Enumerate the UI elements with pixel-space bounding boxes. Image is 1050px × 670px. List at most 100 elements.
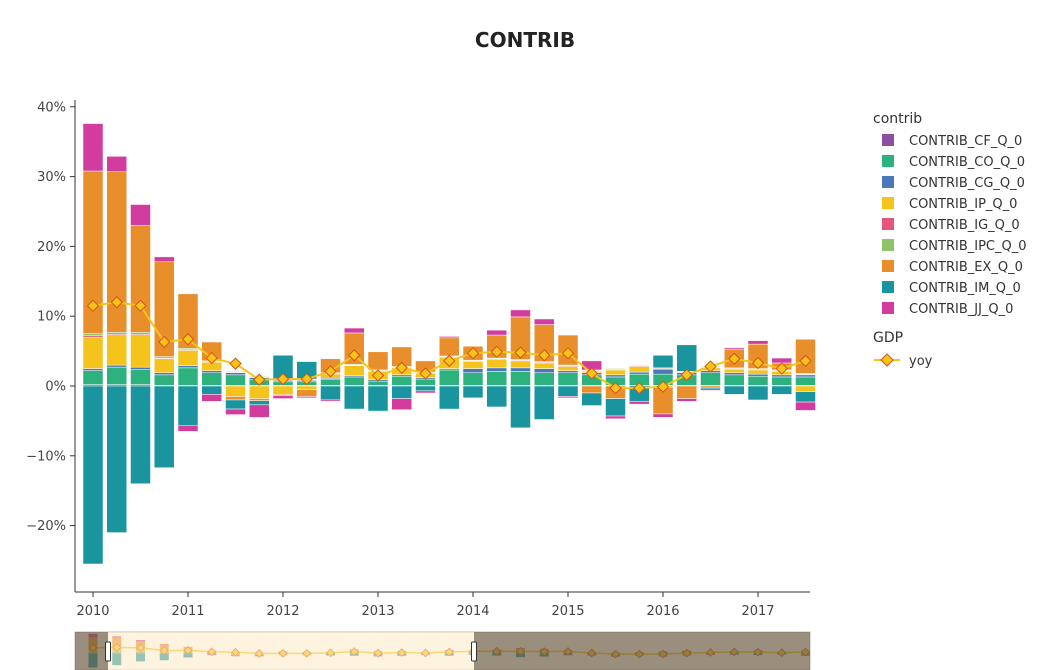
y-tick-label: 10% [37, 310, 66, 325]
legend-swatch-CONTRIB_CG_Q_0[interactable] [882, 176, 894, 188]
bars-layer [82, 123, 816, 565]
bar-CONTRIB_JJ_Q_0-2013Q3 [415, 390, 436, 394]
x-tick-label: 2012 [266, 604, 299, 619]
bar-CONTRIB_JJ_Q_0-2017Q1 [747, 340, 769, 345]
legend-swatch-CONTRIB_CF_Q_0[interactable] [882, 134, 894, 146]
bar-CONTRIB_IM_Q_0-2015Q2 [581, 392, 602, 406]
bar-CONTRIB_CO_Q_0-2017Q1 [747, 375, 769, 386]
bar-CONTRIB_IP_Q_0-2011Q3 [225, 385, 246, 397]
legend-swatch-CONTRIB_EX_Q_0[interactable] [882, 260, 894, 272]
bar-CONTRIB_CO_Q_0-2016Q4 [724, 374, 745, 386]
bar-CONTRIB_JJ_Q_0-2015Q1 [557, 396, 579, 399]
yoy-marker-2010Q2 [110, 296, 123, 309]
bar-CONTRIB_IM_Q_0-2016Q4 [724, 385, 745, 395]
legend-swatch-CONTRIB_IPC_Q_0[interactable] [882, 239, 894, 251]
legend-item-CONTRIB_EX_Q_0[interactable]: CONTRIB_EX_Q_0 [909, 260, 1023, 275]
bar-CONTRIB_IM_Q_0-2016Q2 [676, 344, 697, 372]
y-tick-label: 20% [37, 240, 66, 255]
bar-CONTRIB_CG_Q_0-2011Q2 [201, 370, 222, 373]
chart-title: CONTRIB [474, 28, 576, 52]
yoy-marker-2017Q1 [751, 356, 765, 370]
bar-CONTRIB_CO_Q_0-2010Q2 [106, 366, 127, 385]
x-tick-label: 2011 [171, 604, 204, 619]
bar-CONTRIB_CG_Q_0-2011Q3 [225, 372, 246, 376]
bar-CONTRIB_IP_Q_0-2012Q4 [344, 365, 365, 376]
legend-item-CONTRIB_CG_Q_0[interactable]: CONTRIB_CG_Q_0 [909, 176, 1025, 191]
bar-CONTRIB_CO_Q_0-2011Q2 [201, 372, 222, 386]
bar-CONTRIB_CG_Q_0-2015Q3 [605, 374, 626, 378]
yoy-marker-2015Q2 [585, 367, 598, 380]
range-slider-handle-right[interactable] [471, 641, 477, 662]
legend-swatch-CONTRIB_IG_Q_0[interactable] [882, 218, 894, 230]
y-tick-label: 40% [37, 100, 66, 115]
bar-CONTRIB_JJ_Q_0-2012Q4 [344, 327, 365, 334]
range-slider-window[interactable] [108, 632, 474, 670]
bar-CONTRIB_JJ_Q_0-2011Q3 [225, 408, 246, 415]
bar-CONTRIB_JJ_Q_0-2012Q1 [272, 395, 294, 399]
bar-CONTRIB_CG_Q_0-2010Q1 [82, 368, 104, 371]
yoy-marker-2013Q3 [419, 367, 432, 380]
bar-CONTRIB_EX_Q_0-2011Q1 [177, 293, 199, 349]
bar-CONTRIB_IM_Q_0-2017Q1 [747, 385, 769, 401]
x-tick-label: 2016 [646, 604, 679, 619]
bar-CONTRIB_CO_Q_0-2013Q1 [367, 380, 389, 386]
bar-CONTRIB_CG_Q_0-2015Q1 [557, 370, 579, 373]
bar-CONTRIB_JJ_Q_0-2016Q3 [700, 389, 721, 392]
yoy-marker-2015Q1 [561, 346, 575, 360]
bar-CONTRIB_CG_Q_0-2011Q1 [177, 365, 199, 369]
yoy-marker-2012Q4 [348, 349, 361, 362]
bar-CONTRIB_CG_Q_0-2014Q3 [510, 367, 531, 372]
legend-item-CONTRIB_IM_Q_0[interactable]: CONTRIB_IM_Q_0 [909, 281, 1021, 296]
bar-CONTRIB_EX_Q_0-2013Q4 [439, 337, 460, 357]
bar-CONTRIB_JJ_Q_0-2015Q3 [605, 415, 626, 420]
bar-CONTRIB_CG_Q_0-2017Q1 [747, 373, 769, 377]
yoy-marker-2017Q2 [775, 362, 788, 375]
bar-CONTRIB_IP_Q_0-2016Q4 [724, 368, 745, 373]
bar-CONTRIB_IP_Q_0-2010Q4 [154, 358, 175, 373]
legend-item-CONTRIB_IPC_Q_0[interactable]: CONTRIB_IPC_Q_0 [909, 239, 1027, 254]
legend-swatch-yoy-marker[interactable] [880, 353, 894, 367]
bar-CONTRIB_JJ_Q_0-2014Q2 [486, 329, 507, 336]
legend-item-CONTRIB_IP_Q_0[interactable]: CONTRIB_IP_Q_0 [909, 197, 1017, 212]
bar-CONTRIB_EX_Q_0-2016Q2 [676, 385, 697, 399]
bar-CONTRIB_JJ_Q_0-2016Q4 [724, 347, 745, 350]
range-slider-handle-left[interactable] [105, 641, 111, 662]
legend-item-yoy[interactable]: yoy [909, 354, 933, 369]
bar-CONTRIB_JJ_Q_0-2011Q4 [249, 404, 270, 418]
legend-swatch-CONTRIB_IM_Q_0[interactable] [882, 281, 894, 293]
yoy-marker-2013Q1 [371, 369, 385, 382]
yoy-marker-2014Q2 [490, 345, 503, 359]
legend-item-CONTRIB_CF_Q_0[interactable]: CONTRIB_CF_Q_0 [909, 134, 1022, 149]
bar-CONTRIB_IP_Q_0-2015Q4 [629, 366, 650, 373]
bar-CONTRIB_JJ_Q_0-2012Q2 [296, 396, 317, 399]
yoy-marker-2013Q2 [395, 361, 408, 375]
legend-item-CONTRIB_IG_Q_0[interactable]: CONTRIB_IG_Q_0 [909, 218, 1020, 233]
legend-swatch-CONTRIB_IP_Q_0[interactable] [882, 197, 894, 209]
bar-CONTRIB_CO_Q_0-2015Q1 [557, 372, 579, 386]
bar-CONTRIB_CG_Q_0-2010Q4 [154, 372, 175, 376]
yoy-marker-2011Q2 [205, 351, 218, 365]
yoy-marker-2010Q3 [134, 299, 147, 312]
range-slider[interactable] [74, 631, 811, 670]
bar-CONTRIB_IP_Q_0-2012Q1 [272, 385, 294, 395]
bar-CONTRIB_EX_Q_0-2012Q2 [296, 389, 317, 397]
legend-swatch-CONTRIB_CO_Q_0[interactable] [882, 155, 894, 167]
yoy-marker-2015Q4 [633, 381, 646, 395]
bar-CONTRIB_IP_Q_0-2010Q2 [106, 335, 127, 366]
bar-CONTRIB_CO_Q_0-2017Q3 [795, 376, 816, 386]
legend-swatch-CONTRIB_JJ_Q_0[interactable] [882, 302, 894, 314]
yoy-marker-2014Q1 [466, 346, 480, 360]
range-slider-mask-left [75, 632, 108, 670]
bar-CONTRIB_IP_Q_0-2012Q2 [296, 385, 317, 390]
bar-CONTRIB_IM_Q_0-2013Q1 [367, 385, 389, 412]
yoy-marker-2016Q2 [680, 368, 693, 382]
bar-CONTRIB_IM_Q_0-2015Q1 [557, 385, 579, 397]
legend-item-CONTRIB_JJ_Q_0[interactable]: CONTRIB_JJ_Q_0 [909, 302, 1013, 317]
bar-CONTRIB_EX_Q_0-2016Q3 [700, 385, 721, 389]
yoy-marker-2014Q4 [538, 349, 551, 362]
legend-item-CONTRIB_CO_Q_0[interactable]: CONTRIB_CO_Q_0 [909, 155, 1025, 170]
bar-CONTRIB_IP_Q_0-2014Q4 [534, 362, 555, 369]
bar-CONTRIB_CG_Q_0-2014Q1 [462, 368, 484, 373]
bar-CONTRIB_JJ_Q_0-2012Q3 [320, 399, 341, 402]
